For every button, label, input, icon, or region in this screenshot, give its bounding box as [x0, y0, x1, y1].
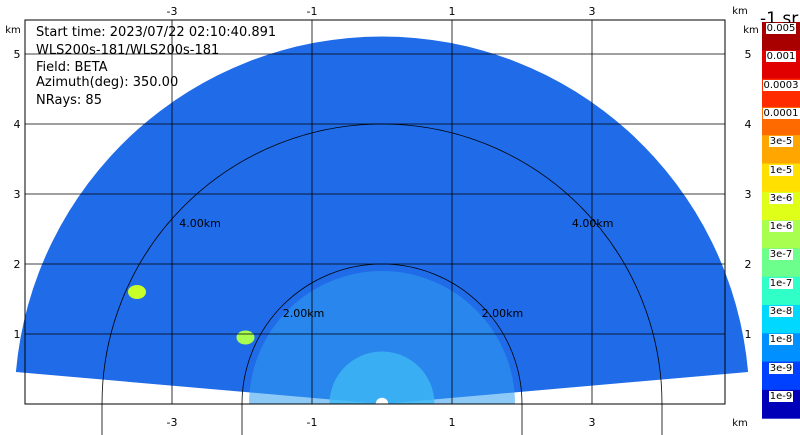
y-unit-left: km: [5, 25, 21, 36]
y-tick-label-right: 4: [745, 118, 752, 131]
range-ring-label: 4.00km: [572, 217, 614, 230]
near-field-zone: [329, 351, 435, 404]
range-ring-label: 2.00km: [283, 307, 325, 320]
x-tick-label-top: 1: [449, 5, 456, 18]
colorbar-label: 0.005: [765, 23, 797, 34]
instrument-label: WLS200s-181/WLS200s-181: [36, 43, 220, 58]
y-tick-label-right: 3: [745, 188, 752, 201]
axis-ticks: -3 -3 -1 -1 1 1 3 3 1 1 2 2 3 3 4 4 5 5 km km km km: [5, 5, 759, 429]
field-label: Field: BETA: [36, 60, 108, 75]
colorbar-label: 3e-6: [768, 192, 794, 204]
high-backscatter-spot: [128, 285, 146, 299]
high-backscatter-spot: [236, 330, 255, 345]
colorbar-label: 1e-7: [768, 277, 794, 289]
range-ring-label: 2.00km: [482, 307, 524, 320]
y-tick-label-right: 5: [745, 48, 752, 61]
x-tick-label-bottom: -3: [167, 416, 178, 429]
near-range-zone: [249, 271, 515, 404]
colorbar-label: 1e-5: [768, 164, 794, 176]
y-tick-label-left: 1: [14, 328, 21, 341]
colorbar-label: 0.0001: [762, 107, 800, 119]
x-tick-label-top: -3: [167, 5, 178, 18]
colorbar-label: 1e-8: [768, 334, 794, 346]
colorbar-label: 3e-7: [768, 249, 794, 261]
colorbar-label: 1e-6: [768, 221, 794, 233]
x-tick-label-bottom: -1: [307, 416, 318, 429]
colorbar-label: 3e-9: [768, 362, 794, 374]
y-tick-label-left: 5: [14, 48, 21, 61]
y-tick-label-right: 1: [745, 328, 752, 341]
colorbar-label: 0.001: [765, 51, 797, 63]
x-unit-bottom: km: [732, 418, 748, 429]
range-ring-label: 4.00km: [179, 217, 221, 230]
grid-lines: [25, 20, 725, 404]
y-unit-right: km: [743, 25, 759, 36]
azimuth-label: Azimuth(deg): 350.00: [36, 75, 179, 90]
range-rings: 2.00km 2.00km 4.00km 4.00km: [101, 123, 663, 435]
colorbar-label: 0.0003: [762, 79, 800, 91]
y-tick-label-left: 2: [14, 258, 21, 271]
plot-frame: [24, 19, 726, 405]
x-tick-label-top: -1: [307, 5, 318, 18]
y-tick-label-left: 4: [14, 118, 21, 131]
y-tick-label-right: 2: [745, 258, 752, 271]
colorbar-label: 3e-8: [768, 306, 794, 317]
sector-fill: [15, 36, 749, 405]
nrays-label: NRays: 85: [36, 93, 102, 108]
x-unit-top: km: [732, 6, 748, 17]
start-time-label: Start time: 2023/07/22 02:10:40.891: [36, 25, 277, 40]
beta-sector: [15, 36, 749, 405]
colorbar-label: 1e-9: [768, 390, 794, 402]
x-tick-label-bottom: 3: [589, 416, 596, 429]
x-tick-label-bottom: 1: [449, 416, 456, 429]
instrument-gap: [375, 397, 389, 404]
colorbar-label: 3e-5: [768, 136, 794, 148]
y-tick-label-left: 3: [14, 188, 21, 201]
x-tick-label-top: 3: [589, 5, 596, 18]
